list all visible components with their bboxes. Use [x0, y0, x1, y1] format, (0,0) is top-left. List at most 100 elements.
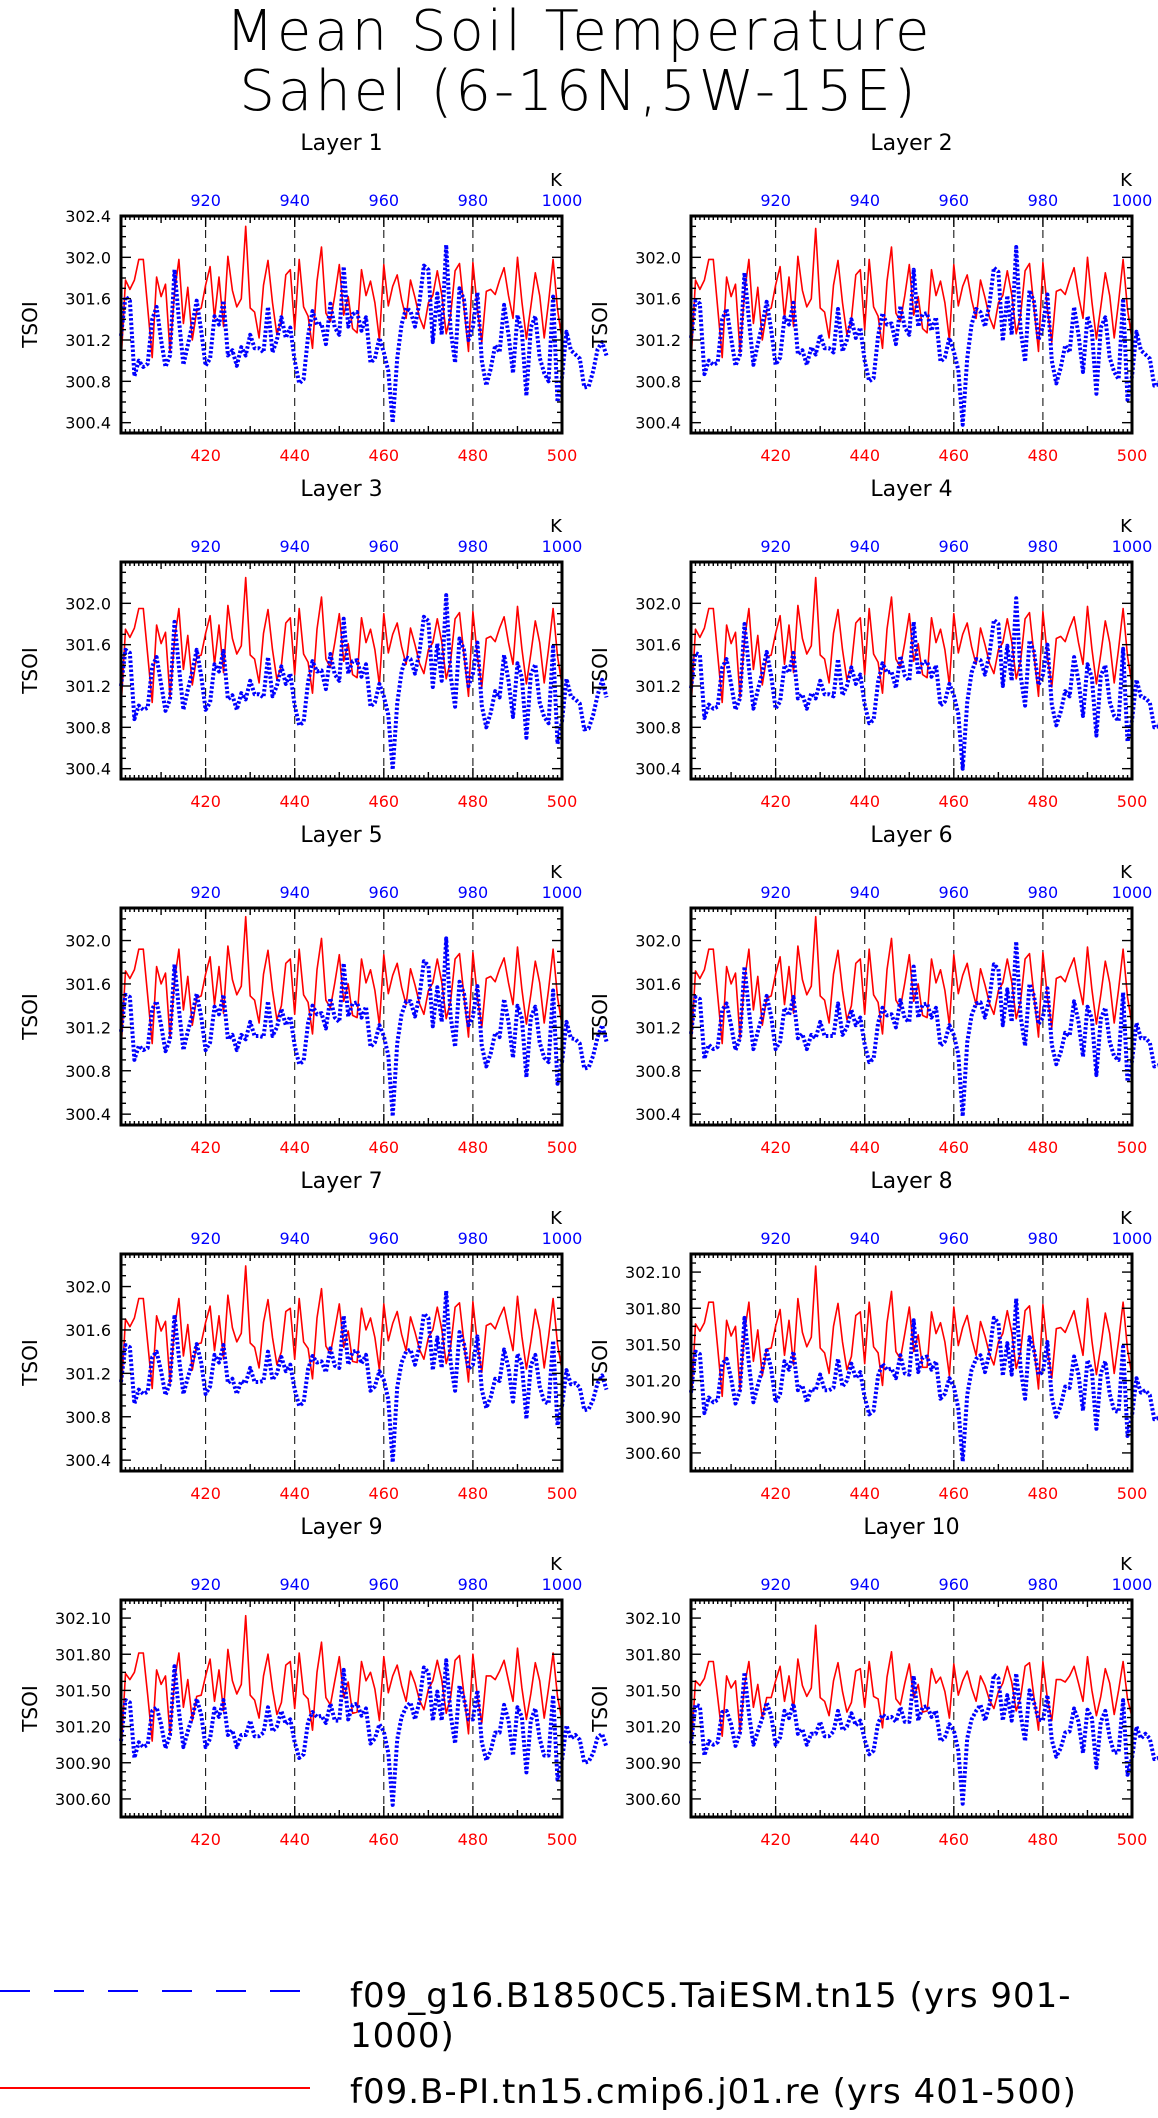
x-tick-label-top: 920 — [760, 883, 791, 902]
plot-frame — [119, 560, 564, 781]
y-tick-label: 301.2 — [635, 331, 681, 350]
plot-frame — [689, 214, 1134, 435]
legend-label-red: f09.B-PI.tn15.cmip6.j01.re (yrs 401-500) — [350, 2072, 1077, 2112]
x-tick-label-bottom: 440 — [849, 1830, 880, 1849]
y-tick-label: 301.6 — [635, 290, 681, 309]
x-tick-label-top: 980 — [1028, 537, 1059, 556]
y-tick-label: 302.10 — [625, 1263, 681, 1282]
y-tick-label: 300.60 — [55, 1790, 111, 1809]
y-tick-label: 302.0 — [65, 1278, 111, 1297]
y-tick-label: 301.80 — [625, 1299, 681, 1318]
panel-title: Layer 7 — [300, 1169, 382, 1194]
x-tick-label-top: 1000 — [542, 537, 583, 556]
y-tick-label: 300.8 — [635, 1062, 681, 1081]
y-tick-label: 300.8 — [65, 372, 111, 391]
x-tick-label-bottom: 500 — [1117, 1830, 1148, 1849]
x-tick-label-bottom: 500 — [1117, 1484, 1148, 1503]
y-tick-label: 301.50 — [625, 1681, 681, 1700]
y-axis-label: TSOI — [18, 993, 42, 1041]
x-tick-label-top: 980 — [1028, 1575, 1059, 1594]
x-tick-label-bottom: 420 — [190, 1830, 221, 1849]
x-tick-label-bottom: 420 — [190, 446, 221, 465]
y-tick-label: 300.60 — [625, 1444, 681, 1463]
y-axis-label: TSOI — [18, 1685, 42, 1733]
y-tick-label: 300.60 — [625, 1790, 681, 1809]
x-tick-label-top: 960 — [369, 537, 400, 556]
y-tick-label: 301.80 — [625, 1645, 681, 1664]
x-tick-label-bottom: 460 — [369, 446, 400, 465]
x-tick-label-bottom: 440 — [279, 1830, 310, 1849]
x-tick-label-top: 980 — [1028, 1229, 1059, 1248]
top-axis-unit-label: K — [1120, 516, 1133, 537]
series-line-red — [690, 915, 1133, 1052]
x-tick-label-top: 940 — [279, 883, 310, 902]
x-tick-label-bottom: 480 — [458, 446, 489, 465]
y-tick-label: 302.0 — [65, 248, 111, 267]
x-tick-label-top: 920 — [190, 1575, 221, 1594]
top-axis-unit-label: K — [550, 516, 563, 537]
y-tick-label: 300.90 — [625, 1754, 681, 1773]
panel-title: Layer 2 — [870, 131, 952, 156]
x-tick-label-top: 1000 — [1112, 1575, 1153, 1594]
y-tick-label: 302.10 — [625, 1609, 681, 1628]
x-tick-label-top: 940 — [849, 1575, 880, 1594]
x-tick-label-top: 960 — [939, 1229, 970, 1248]
x-tick-label-top: 1000 — [1112, 537, 1153, 556]
x-tick-label-top: 940 — [279, 191, 310, 210]
x-tick-label-bottom: 420 — [190, 1138, 221, 1157]
x-tick-label-top: 960 — [369, 1575, 400, 1594]
y-tick-label: 301.6 — [635, 975, 681, 994]
x-tick-label-bottom: 420 — [190, 792, 221, 811]
y-tick-label: 302.0 — [65, 932, 111, 951]
legend-line-dashed — [0, 1990, 300, 1992]
y-tick-label: 302.0 — [635, 248, 681, 267]
y-tick-label: 301.2 — [65, 1364, 111, 1383]
y-tick-label: 300.4 — [65, 1451, 111, 1470]
panel-title: Layer 6 — [870, 823, 952, 848]
x-tick-label-bottom: 420 — [760, 1830, 791, 1849]
y-tick-label: 300.4 — [635, 1105, 681, 1124]
x-tick-label-bottom: 440 — [849, 1484, 880, 1503]
plot-frame — [119, 906, 564, 1127]
top-axis-unit-label: K — [1120, 170, 1133, 191]
top-axis-unit-label: K — [1120, 862, 1133, 883]
y-tick-label: 302.10 — [55, 1609, 111, 1628]
y-axis-label: TSOI — [588, 993, 612, 1041]
y-tick-label: 301.6 — [65, 975, 111, 994]
x-tick-label-bottom: 480 — [1028, 1484, 1059, 1503]
series-line-blue — [119, 1658, 609, 1807]
x-tick-label-bottom: 440 — [849, 446, 880, 465]
y-axis-label: TSOI — [18, 1339, 42, 1387]
x-tick-label-bottom: 460 — [939, 792, 970, 811]
x-tick-label-bottom: 500 — [547, 1138, 578, 1157]
legend-label-blue: f09_g16.B1850C5.TaiESM.tn15 (yrs 901-100… — [350, 1976, 1072, 2056]
series-line-blue — [119, 242, 609, 425]
x-tick-label-top: 920 — [760, 191, 791, 210]
x-tick-label-top: 920 — [760, 537, 791, 556]
x-tick-label-bottom: 500 — [1117, 792, 1148, 811]
y-tick-label: 300.4 — [65, 414, 111, 433]
y-tick-label: 300.4 — [65, 1105, 111, 1124]
x-tick-label-bottom: 440 — [279, 1138, 310, 1157]
y-tick-label: 301.20 — [625, 1718, 681, 1737]
x-tick-label-top: 1000 — [542, 1575, 583, 1594]
x-tick-label-top: 920 — [190, 883, 221, 902]
series-line-blue — [119, 936, 609, 1119]
panel-title: Layer 4 — [870, 477, 952, 502]
x-tick-label-top: 1000 — [542, 883, 583, 902]
y-tick-label: 302.0 — [65, 594, 111, 613]
y-tick-label: 300.8 — [65, 1408, 111, 1427]
y-tick-label: 300.90 — [625, 1408, 681, 1427]
x-tick-label-bottom: 460 — [369, 1484, 400, 1503]
x-tick-label-top: 1000 — [1112, 883, 1153, 902]
y-tick-label: 301.20 — [625, 1372, 681, 1391]
x-tick-label-top: 980 — [1028, 883, 1059, 902]
y-tick-label: 300.4 — [635, 414, 681, 433]
x-tick-label-bottom: 500 — [1117, 446, 1148, 465]
x-tick-label-top: 920 — [760, 1229, 791, 1248]
y-tick-label: 301.2 — [65, 677, 111, 696]
x-tick-label-bottom: 460 — [939, 1138, 970, 1157]
